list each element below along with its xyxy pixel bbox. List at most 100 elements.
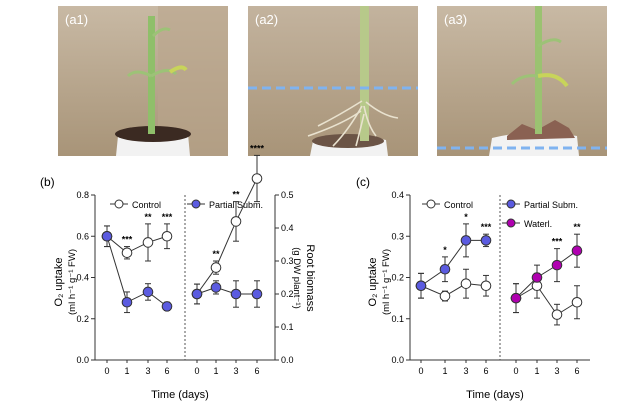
- photo-a2-image: [248, 6, 418, 156]
- panel-c-left-xtick-label: 3: [463, 366, 468, 376]
- panel-c-right-xtick-label: 0: [513, 366, 518, 376]
- photo-a1: (a1): [58, 6, 228, 156]
- legend-marker-waterlogged: [506, 218, 516, 228]
- panel-c-left-significance: *: [443, 245, 447, 255]
- panel-b-left-point: [101, 230, 113, 242]
- panel-b-right-significance: ****: [250, 143, 265, 153]
- panel-b-left-point: [121, 247, 133, 259]
- panel-c-xlabel: Time (days): [466, 389, 524, 401]
- panel-c-right-significance: **: [573, 222, 581, 232]
- legend-marker-control: [426, 199, 436, 209]
- panel-b-right-point: [230, 216, 242, 227]
- panel-b-ylabel-right: Root biomass: [304, 244, 316, 312]
- panel-b-right-xtick-label: 3: [233, 366, 238, 376]
- panel-b-ytick-label-right: 0.4: [281, 223, 294, 233]
- panel-c-right-point: [551, 309, 563, 320]
- legend-waterlogged: Waterl.: [524, 219, 552, 229]
- panel-b-left-xtick-label: 0: [104, 366, 109, 376]
- panel-c-right-xtick-label: 3: [554, 366, 559, 376]
- panel-c-right-point: [571, 296, 583, 308]
- panel-b-ytick-label-left: 0.4: [76, 273, 89, 283]
- panel-b-right-point: [230, 288, 242, 300]
- panel-b-ytick-label-right: 0.3: [281, 256, 294, 266]
- panel-b-right-xtick-label: 6: [254, 366, 259, 376]
- photo-a2: (a2): [248, 6, 418, 156]
- panel-b-ytick-label-right: 0.2: [281, 289, 294, 299]
- panel-b-left-point: [161, 301, 173, 312]
- photo-a1-image: [58, 6, 228, 156]
- panel-b-left-xtick-label: 3: [145, 366, 150, 376]
- legend-partial: Partial Subm.: [524, 200, 578, 210]
- panel-b-right-point: [191, 288, 203, 300]
- panel-b-right-point: [210, 262, 222, 273]
- panel-b-left-point: [142, 286, 154, 298]
- legend-marker-partial: [506, 199, 516, 209]
- panel-b-ylabel-left: O₂ uptake: [53, 258, 65, 307]
- panel-b-ytick-label-right: 0.0: [281, 355, 294, 365]
- panel-b-ylabel-right-units: (g DW plant⁻¹): [291, 247, 302, 309]
- panel-b-left-point: [161, 230, 173, 242]
- panel-c-left-point: [480, 235, 492, 246]
- panel-c-left-point: [439, 290, 451, 302]
- panel-b-left-significance: ***: [162, 212, 173, 222]
- panel-c-left-point: [480, 280, 492, 292]
- panel-c-right-significance: ***: [552, 237, 563, 247]
- panel-c-left-significance: *: [464, 212, 468, 222]
- panel-c-left-point: [415, 280, 427, 292]
- legend-marker-partial: [191, 199, 201, 209]
- panel-c-right-point: [571, 245, 583, 256]
- photo-a3: (a3): [437, 6, 607, 156]
- panel-b-ytick-label-right: 0.1: [281, 322, 294, 332]
- panel-c-ylabel-left-units: (ml h⁻¹ g⁻¹ FW): [381, 249, 392, 315]
- panel-c-left-xtick-label: 6: [483, 366, 488, 376]
- panel-c-left-point: [439, 263, 451, 275]
- panel-b-right-xtick-label: 1: [213, 366, 218, 376]
- panel-c-ytick-label-left: 0.1: [391, 314, 404, 324]
- panel-c-right-point: [510, 292, 522, 304]
- panel-c-right-xtick-label: 1: [534, 366, 539, 376]
- photo-label: (a1): [65, 12, 89, 27]
- panel-b-right-point: [251, 173, 263, 184]
- panel-b-right-series-line: [196, 286, 257, 295]
- photo-label: (a2): [255, 12, 279, 27]
- panel-b-right-significance: **: [212, 249, 220, 259]
- panel-c-left-point: [460, 278, 472, 289]
- panel-b-left-significance: ***: [122, 235, 133, 245]
- panel-b-left-xtick-label: 1: [124, 366, 129, 376]
- panel-c-right-xtick-label: 6: [574, 366, 579, 376]
- panel-c-ytick-label-left: 0.2: [391, 273, 404, 283]
- plots-layer: 0.00.20.40.60.80.00.10.20.30.40.50 1 3 6***…: [76, 143, 590, 376]
- panel-c-left-xtick-label: 0: [418, 366, 423, 376]
- panel-b-right-point: [210, 282, 222, 293]
- panel-b-xlabel: Time (days): [151, 389, 209, 401]
- panel-c-left-point: [460, 235, 472, 246]
- legend-control: Control: [132, 200, 161, 210]
- panel-c-ylabel-left: O₂ uptake: [367, 258, 379, 307]
- panel-c-right-series-line: [515, 250, 578, 299]
- panel-c-letter: (c): [356, 175, 370, 189]
- panel-b-ytick-label-left: 0.8: [76, 190, 89, 200]
- legend-marker-control: [114, 199, 124, 209]
- panel-c-ytick-label-left: 0.0: [391, 355, 404, 365]
- panel-b-left-significance: **: [144, 212, 152, 222]
- panel-b-ytick-label-left: 0.0: [76, 355, 89, 365]
- panel-b-left-xtick-label: 6: [164, 366, 169, 376]
- panel-c-ytick-label-left: 0.4: [391, 190, 404, 200]
- photo-label: (a3): [444, 12, 468, 27]
- panel-c-right-point: [551, 259, 563, 271]
- panel-c-left-significance: ***: [481, 222, 492, 232]
- panel-b-left-series-line: [106, 235, 168, 254]
- panel-b-ylabel-left-units: (ml h⁻¹ g⁻¹ FW): [67, 249, 78, 315]
- panel-b-left-point: [121, 296, 133, 308]
- panel-b-right-point: [251, 288, 263, 300]
- panel-c-right-point: [531, 272, 543, 283]
- panel-b-letter: (b): [40, 175, 55, 189]
- panel-b-left-point: [142, 237, 154, 248]
- panel-c-left-series-line: [420, 283, 487, 297]
- panel-b-left-series-line: [106, 236, 168, 307]
- panel-c-ytick-label-left: 0.3: [391, 231, 404, 241]
- panel-c-left-series-line: [420, 239, 486, 287]
- panel-b-right-series-line: [196, 178, 258, 295]
- panel-c-right-series-line: [515, 285, 578, 316]
